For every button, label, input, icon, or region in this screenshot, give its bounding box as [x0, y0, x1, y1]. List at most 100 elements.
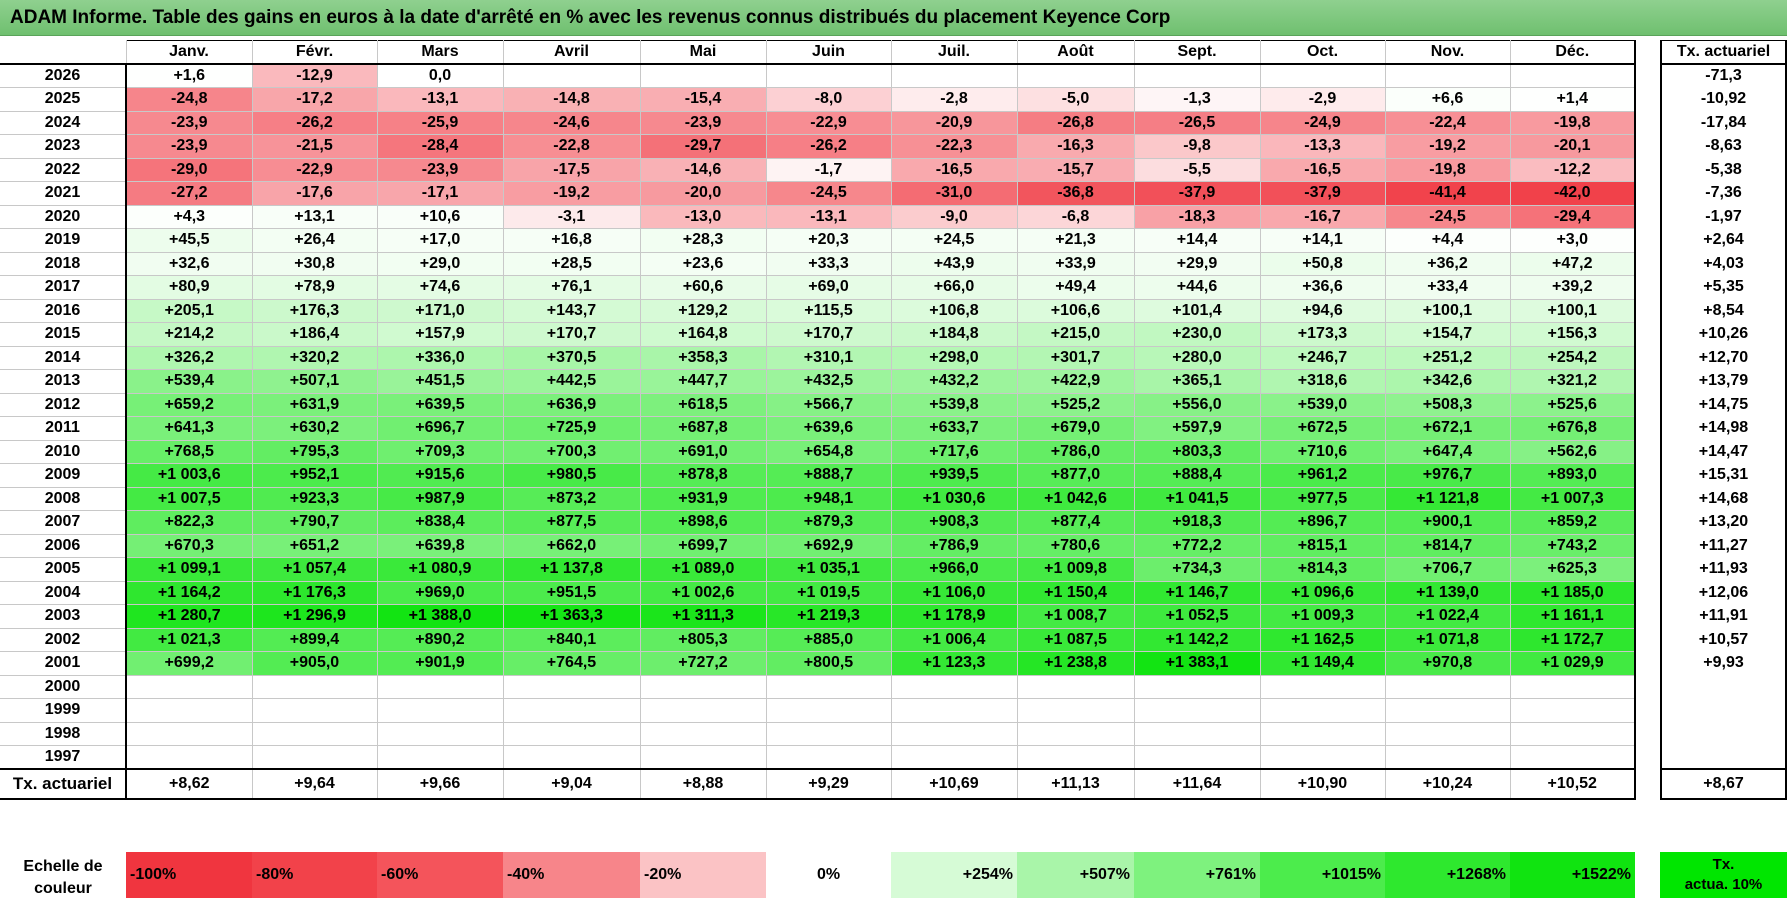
year-row: 1998 — [0, 721, 1636, 746]
gains-table: Janv. Févr. Mars Avril Mai Juin Juil. Août Sept.… — [0, 40, 1636, 800]
gain-cell: +651,2 — [251, 533, 378, 558]
gain-cell: +672,1 — [1384, 416, 1511, 441]
gain-cell: +33,9 — [1016, 251, 1135, 276]
gain-cell: +29,0 — [376, 251, 504, 276]
year-label: 2026 — [0, 63, 127, 88]
gain-cell — [502, 63, 641, 88]
gain-cell: +780,6 — [1016, 533, 1135, 558]
gain-cell: +625,3 — [1509, 557, 1636, 582]
gain-cell: +254,2 — [1509, 345, 1636, 370]
year-label: 2020 — [0, 204, 127, 229]
gain-cell: +639,6 — [765, 416, 892, 441]
gain-cell: +1 087,5 — [1016, 627, 1135, 652]
gain-cell: -28,4 — [376, 134, 504, 159]
gain-cell: +1 363,3 — [502, 604, 641, 629]
gain-cell: -26,5 — [1133, 110, 1261, 135]
month-actuarial-rate: +8,62 — [125, 768, 253, 800]
gain-cell: +321,2 — [1509, 369, 1636, 394]
gain-cell: +1,4 — [1509, 87, 1636, 112]
gain-cell — [125, 674, 253, 699]
year-label: 2011 — [0, 416, 127, 441]
gain-cell: +106,6 — [1016, 298, 1135, 323]
year-row: 2002 +1 021,3 +899,4 +890,2 +840,1 +805,3 +885… — [0, 627, 1636, 652]
gain-cell: +859,2 — [1509, 510, 1636, 535]
year-row: 2018 +32,6 +30,8 +29,0 +28,5 +23,6 +33,3 +43,9 +… — [0, 251, 1636, 276]
gain-cell: -42,0 — [1509, 181, 1636, 206]
row-actuarial-rate: +14,47 — [1660, 440, 1787, 464]
gain-cell: +790,7 — [251, 510, 378, 535]
gain-cell: +795,3 — [251, 439, 378, 464]
gain-cell — [639, 698, 767, 723]
gain-cell: +734,3 — [1133, 557, 1261, 582]
gain-cell: +699,2 — [125, 651, 253, 676]
gain-cell — [1016, 674, 1135, 699]
gain-cell: +33,3 — [765, 251, 892, 276]
year-label: 2021 — [0, 181, 127, 206]
gain-cell: +900,1 — [1384, 510, 1511, 535]
gain-cell: +230,0 — [1133, 322, 1261, 347]
color-scale-swatch: -40% — [503, 852, 640, 898]
gain-cell: +662,0 — [502, 533, 641, 558]
gain-cell: +10,6 — [376, 204, 504, 229]
gain-cell: +1,6 — [125, 63, 253, 88]
gain-cell: +100,1 — [1509, 298, 1636, 323]
gain-cell — [1509, 745, 1636, 770]
gain-cell: +23,6 — [639, 251, 767, 276]
year-label: 2006 — [0, 533, 127, 558]
row-actuarial-rate: -1,97 — [1660, 205, 1787, 229]
color-scale-swatch: -80% — [252, 852, 377, 898]
gain-cell: +905,0 — [251, 651, 378, 676]
row-actuarial-rate: -7,36 — [1660, 181, 1787, 205]
gain-cell: +918,3 — [1133, 510, 1261, 535]
row-actuarial-rate — [1660, 722, 1787, 746]
gain-cell: +679,0 — [1016, 416, 1135, 441]
row-actuarial-rate: -17,84 — [1660, 111, 1787, 135]
gain-cell: +106,8 — [890, 298, 1018, 323]
gain-cell — [765, 674, 892, 699]
year-label: 2004 — [0, 580, 127, 605]
gain-cell: +1 139,0 — [1384, 580, 1511, 605]
gain-cell: -37,9 — [1133, 181, 1261, 206]
gain-cell: +768,5 — [125, 439, 253, 464]
gain-cell: +1 029,9 — [1509, 651, 1636, 676]
gain-cell: +39,2 — [1509, 275, 1636, 300]
gain-cell — [376, 721, 504, 746]
year-row: 2020 +4,3 +13,1 +10,6 -3,1 -13,0 -13,1 -9,0 -6,8… — [0, 204, 1636, 229]
year-label: 2012 — [0, 392, 127, 417]
gain-cell — [765, 721, 892, 746]
month-header: Août — [1016, 40, 1135, 65]
gain-cell: -20,9 — [890, 110, 1018, 135]
gain-cell: +370,5 — [502, 345, 641, 370]
gain-cell: +709,3 — [376, 439, 504, 464]
row-actuarial-rate — [1660, 745, 1787, 769]
gain-cell: -1,7 — [765, 157, 892, 182]
month-actuarial-rate: +10,90 — [1259, 768, 1386, 800]
gain-cell: +50,8 — [1259, 251, 1386, 276]
gain-cell: -5,0 — [1016, 87, 1135, 112]
gain-cell — [890, 745, 1018, 770]
month-actuarial-rate: +11,13 — [1016, 768, 1135, 800]
gain-cell — [1016, 63, 1135, 88]
row-actuarial-rate: +2,64 — [1660, 228, 1787, 252]
gain-cell: +20,3 — [765, 228, 892, 253]
overall-actuarial-rate: +8,67 — [1660, 768, 1787, 800]
row-actuarial-rate: +11,27 — [1660, 534, 1787, 558]
gain-cell — [1016, 721, 1135, 746]
gain-cell: +43,9 — [890, 251, 1018, 276]
month-header: Déc. — [1509, 40, 1636, 65]
gain-cell: +1 035,1 — [765, 557, 892, 582]
gain-cell: -13,0 — [639, 204, 767, 229]
gain-cell: +1 142,2 — [1133, 627, 1261, 652]
gain-cell: +80,9 — [125, 275, 253, 300]
gain-cell: -17,1 — [376, 181, 504, 206]
year-label: 2024 — [0, 110, 127, 135]
row-actuarial-rate: -8,63 — [1660, 134, 1787, 158]
gain-cell — [1384, 721, 1511, 746]
gain-cell: -17,6 — [251, 181, 378, 206]
gain-cell: +639,5 — [376, 392, 504, 417]
year-label: 2008 — [0, 486, 127, 511]
gain-cell: +69,0 — [765, 275, 892, 300]
gain-cell: +170,7 — [765, 322, 892, 347]
gain-cell: -31,0 — [890, 181, 1018, 206]
gain-cell: +129,2 — [639, 298, 767, 323]
